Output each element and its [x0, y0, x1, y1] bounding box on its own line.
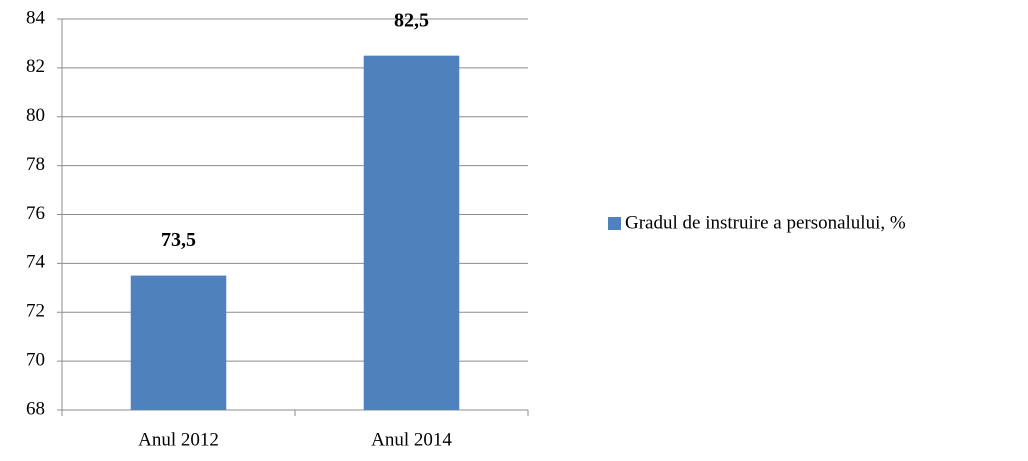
y-tick-label: 76 — [26, 203, 45, 224]
y-tick-label: 84 — [26, 7, 46, 28]
bar — [130, 275, 227, 410]
y-tick-label: 82 — [26, 56, 45, 77]
y-tick-label: 74 — [26, 252, 46, 273]
x-tick-label: Anul 2014 — [371, 429, 452, 450]
legend-label: Gradul de instruire a personalului, % — [625, 212, 906, 233]
value-label: 73,5 — [161, 229, 196, 251]
x-tick-label: Anul 2012 — [138, 429, 219, 450]
y-tick-label: 80 — [26, 105, 45, 126]
bar — [363, 55, 460, 410]
y-tick-label: 70 — [26, 349, 45, 370]
legend-swatch — [608, 217, 621, 230]
y-tick-label: 68 — [26, 398, 45, 419]
value-label: 82,5 — [394, 9, 429, 31]
y-tick-label: 78 — [26, 154, 45, 175]
y-tick-label: 72 — [26, 301, 45, 322]
